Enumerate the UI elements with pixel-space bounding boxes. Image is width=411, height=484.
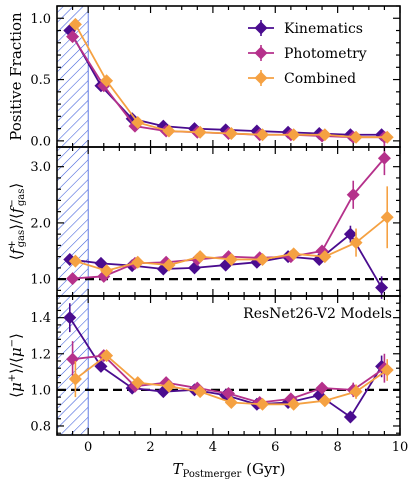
- y-tick-label: 1.0: [30, 12, 51, 27]
- data-point: [318, 250, 332, 264]
- data-point: [68, 372, 82, 386]
- panel-middle: 1.0 2.0 3.0⟨f+gas⟩/⟨f−gas⟩: [7, 141, 401, 299]
- x-tick-label: 0: [84, 440, 92, 455]
- y-tick-label: 3.0: [30, 160, 51, 175]
- series-combined: [68, 17, 394, 144]
- data-point: [375, 281, 389, 295]
- data-point: [94, 359, 108, 373]
- data-point: [66, 272, 80, 286]
- legend-marker: [254, 46, 268, 60]
- data-point: [224, 252, 238, 266]
- data-point: [193, 125, 207, 139]
- x-tick-label: 2: [146, 440, 154, 455]
- series-combined: [68, 349, 394, 411]
- y-tick-label: 1.4: [30, 311, 51, 326]
- y-tick-label: 0.5: [30, 73, 51, 88]
- data-point: [255, 128, 269, 142]
- data-point: [162, 124, 176, 138]
- data-point: [131, 115, 145, 129]
- x-tick-label: 4: [209, 440, 217, 455]
- data-point: [224, 396, 238, 410]
- legend-label: Photometry: [284, 46, 367, 62]
- legend: Kinematics Photometry Combined: [248, 20, 367, 87]
- data-point: [380, 210, 394, 224]
- data-point: [162, 379, 176, 393]
- x-tick-label: 10: [392, 440, 409, 455]
- legend-label: Kinematics: [284, 21, 363, 37]
- data-point: [380, 363, 394, 377]
- data-point: [343, 227, 357, 241]
- data-point: [68, 254, 82, 268]
- y-axis-label: Positive Fraction: [7, 12, 25, 141]
- data-point: [380, 130, 394, 144]
- data-point: [318, 128, 332, 142]
- legend-marker: [254, 21, 268, 35]
- series-combined: [68, 186, 394, 278]
- model-annotation: ResNet26-V2 Models: [243, 306, 392, 322]
- data-point: [312, 252, 326, 266]
- data-point: [162, 258, 176, 272]
- data-point: [255, 252, 269, 266]
- data-point: [100, 349, 114, 363]
- y-tick-label: 0.8: [30, 419, 51, 434]
- x-tick-label: 6: [271, 440, 279, 455]
- panel-bottom: 0.8 1.0 1.2 1.4 0 2 4 6 8 10 ⟨μ+⟩/⟨μ−⟩ ResNet26-V2 …: [7, 295, 409, 455]
- series-kinematics: [63, 225, 389, 299]
- y-axis-label: ⟨μ+⟩/⟨μ−⟩: [7, 333, 25, 398]
- data-point: [63, 311, 77, 325]
- data-point: [349, 130, 363, 144]
- x-tick-label: 8: [333, 440, 341, 455]
- y-tick-label: 1.0: [30, 383, 51, 398]
- y-tick-label: 0.0: [30, 134, 51, 149]
- data-point: [349, 385, 363, 399]
- panel-top: 0.0 0.5 1.0 Positive Fraction Kinematics Phot…: [7, 5, 401, 149]
- panels-group: 0.0 0.5 1.0 Positive Fraction Kinematics Phot…: [7, 5, 409, 455]
- hatched-region: [56, 146, 89, 297]
- data-point: [193, 250, 207, 264]
- data-point: [287, 247, 301, 261]
- data-point: [318, 394, 332, 408]
- y-tick-label: 2.0: [30, 216, 51, 231]
- legend-label: Combined: [284, 71, 356, 87]
- data-point: [315, 381, 329, 395]
- legend-marker: [254, 71, 268, 85]
- data-point: [100, 264, 114, 278]
- x-axis-label: TPostmerger (Gyr): [173, 460, 286, 480]
- y-tick-label: 1.2: [30, 347, 51, 362]
- data-point: [287, 397, 301, 411]
- data-point: [66, 30, 80, 44]
- data-point: [343, 410, 357, 424]
- y-tick-label: 1.0: [30, 273, 51, 288]
- data-point: [131, 376, 145, 390]
- data-point: [255, 397, 269, 411]
- data-point: [349, 236, 363, 250]
- data-point: [193, 385, 207, 399]
- data-point: [287, 128, 301, 142]
- data-point: [100, 74, 114, 88]
- data-point: [224, 127, 238, 141]
- data-point: [68, 17, 82, 31]
- data-point: [377, 151, 391, 165]
- y-axis-label: ⟨f+gas⟩/⟨f−gas⟩: [7, 183, 27, 260]
- data-point: [346, 188, 360, 202]
- data-point: [131, 255, 145, 269]
